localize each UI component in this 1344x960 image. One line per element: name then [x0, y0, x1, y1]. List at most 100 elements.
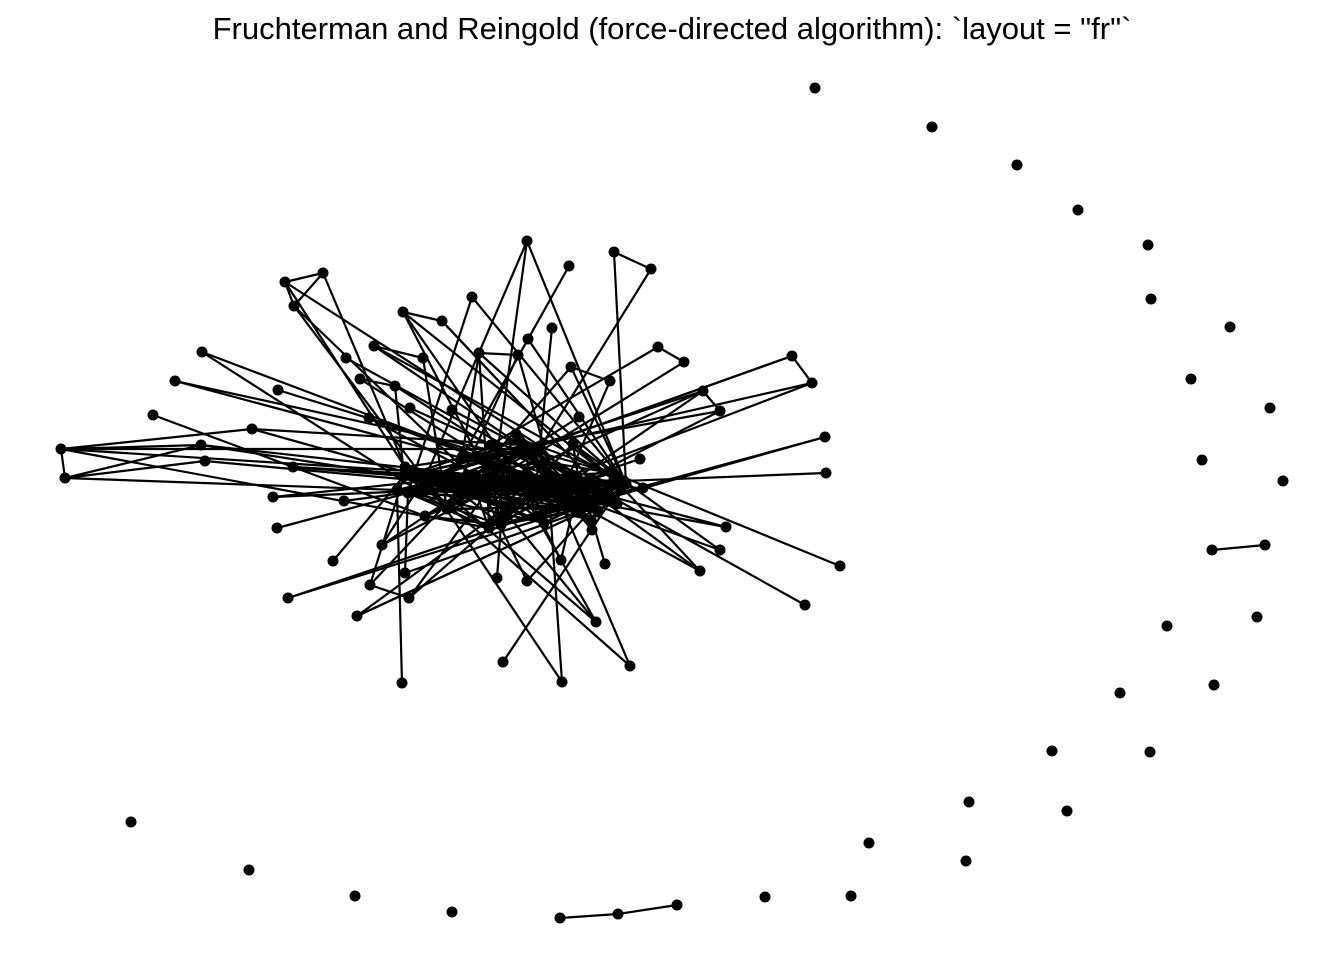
graph-edge [406, 296, 474, 494]
graph-node [590, 616, 602, 628]
graph-node [288, 300, 300, 312]
graph-edge [487, 471, 513, 529]
graph-node [403, 592, 415, 604]
graph-node-core [419, 510, 431, 522]
graph-edge [490, 444, 553, 491]
graph-node [786, 350, 798, 362]
graph-node [396, 677, 408, 689]
graph-node-isolated [1277, 475, 1289, 487]
graph-node [389, 380, 401, 392]
graph-node-core [495, 519, 507, 531]
graph-node [354, 373, 366, 385]
graph-node [497, 656, 509, 668]
graph-node-core [402, 487, 414, 499]
graph-node-isolated [1011, 159, 1023, 171]
graph-node [267, 491, 279, 503]
graph-node-core [499, 502, 511, 514]
graph-node [586, 524, 598, 536]
graph-node-core [513, 433, 525, 445]
graph-node-isolated [963, 796, 975, 808]
graph-node [466, 291, 478, 303]
graph-edge [446, 506, 506, 511]
graph-node-core [487, 478, 499, 490]
graph-edge [478, 352, 627, 485]
graph-node [820, 467, 832, 479]
graph-node [169, 375, 181, 387]
graph-edge [572, 443, 721, 551]
graph-node [624, 660, 636, 672]
graph-node-core [469, 469, 481, 481]
graph-edge [403, 492, 410, 574]
graph-node-isolated [446, 906, 458, 918]
graph-node-isolated [1144, 746, 1156, 758]
graph-edge [572, 443, 622, 487]
graph-edge [284, 271, 324, 284]
graph-edge [373, 345, 527, 450]
graph-node [573, 411, 585, 423]
graph-node [327, 555, 339, 567]
graph-node-core [567, 438, 579, 450]
graph-edge [502, 480, 625, 663]
graph-node-isolated [1046, 745, 1058, 757]
graph-node-core [518, 444, 530, 456]
graph-node-core [546, 475, 558, 487]
graph-edge [557, 498, 632, 667]
graph-node [512, 349, 524, 361]
graph-node-isolated [243, 864, 255, 876]
graph-node-isolated [1208, 679, 1220, 691]
graph-node [608, 246, 620, 258]
graph-edge [402, 311, 622, 487]
graph-node [279, 276, 291, 288]
graph-node [714, 405, 726, 417]
graph-node-isolated [759, 891, 771, 903]
graph-edge [612, 471, 841, 568]
graph-node [834, 560, 846, 572]
graph-node [397, 306, 409, 318]
graph-node-isolated [845, 890, 857, 902]
graph-node [199, 455, 211, 467]
graph-node-isolated [960, 855, 972, 867]
graph-node [634, 453, 646, 465]
graph-node-core [505, 466, 517, 478]
graph-edge [393, 385, 406, 477]
graph-edge [617, 903, 678, 916]
graph-node-core [391, 484, 403, 496]
graph-node-core [602, 487, 614, 499]
graph-edge [284, 281, 541, 447]
graph-node-core [539, 456, 551, 468]
graph-node [678, 356, 690, 368]
graph-edge [1211, 543, 1266, 552]
graph-node [604, 375, 616, 387]
graph-node-core [534, 440, 546, 452]
graph-edge [425, 447, 527, 478]
plot-title: Fruchterman and Reingold (force-directed… [212, 11, 1132, 46]
graph-node-isolated [1224, 321, 1236, 333]
graph-node [363, 412, 375, 424]
graph-node-pair [1206, 544, 1218, 556]
graph-node-core [456, 451, 468, 463]
graph-node-core [546, 484, 558, 496]
graph-edge [373, 345, 627, 485]
graph-edge [525, 240, 628, 485]
graph-edge [64, 476, 398, 492]
graph-edge [791, 355, 813, 384]
graph-node [338, 495, 350, 507]
graph-node [282, 592, 294, 604]
graph-edge [515, 433, 610, 499]
graph-node [55, 443, 67, 455]
graph-node-core [585, 514, 597, 526]
graph-node-core [398, 470, 410, 482]
graph-node [819, 431, 831, 443]
graph-node-isolated [1145, 293, 1157, 305]
graph-node [436, 315, 448, 327]
graph-edge [60, 443, 202, 451]
graph-node [546, 322, 558, 334]
graph-edge [373, 344, 424, 360]
graph-node-core [538, 517, 550, 529]
graph-node [694, 565, 706, 577]
graph-node-isolated [1196, 454, 1208, 466]
graph-node-isolated [1061, 805, 1073, 817]
graph-edge [421, 477, 545, 525]
node-layer [55, 82, 1289, 924]
graph-node [491, 572, 503, 584]
